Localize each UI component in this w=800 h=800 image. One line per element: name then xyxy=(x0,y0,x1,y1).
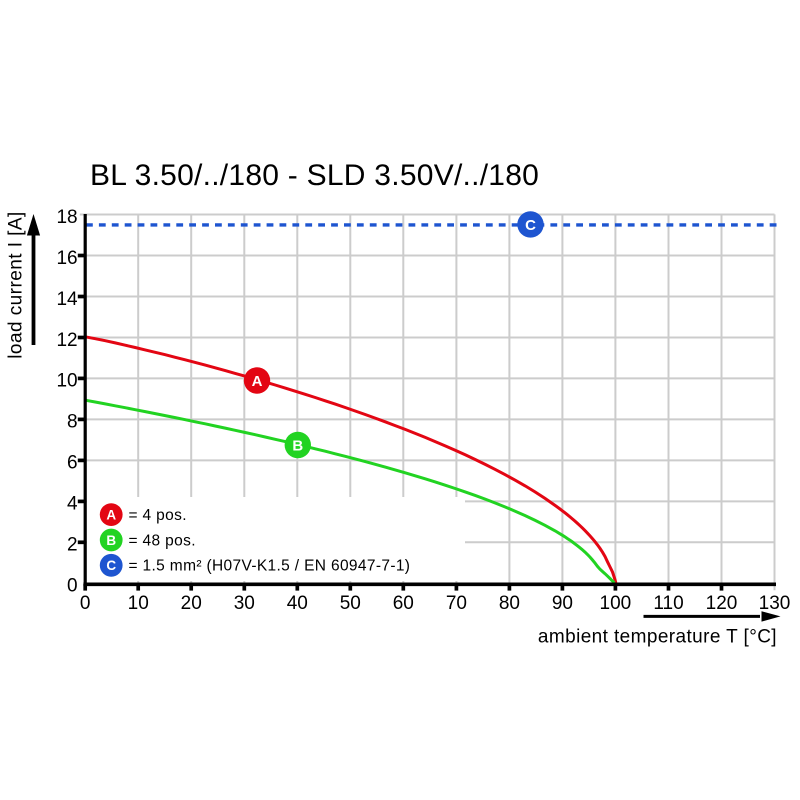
svg-text:80: 80 xyxy=(499,593,520,614)
svg-text:load current I [A]: load current I [A] xyxy=(6,211,27,359)
svg-text:12: 12 xyxy=(56,330,77,351)
svg-text:110: 110 xyxy=(653,593,683,614)
svg-text:B: B xyxy=(292,437,303,454)
svg-text:14: 14 xyxy=(56,289,78,310)
svg-text:30: 30 xyxy=(234,593,255,614)
svg-text:10: 10 xyxy=(128,593,149,614)
svg-text:B: B xyxy=(106,533,116,548)
svg-text:A: A xyxy=(252,373,263,390)
svg-text:20: 20 xyxy=(181,593,202,614)
svg-text:130: 130 xyxy=(759,593,791,614)
svg-text:120: 120 xyxy=(706,593,738,614)
svg-text:0: 0 xyxy=(67,575,78,596)
svg-text:4: 4 xyxy=(67,494,78,515)
svg-text:8: 8 xyxy=(67,412,78,433)
svg-text:2: 2 xyxy=(67,535,78,556)
svg-text:6: 6 xyxy=(67,453,78,474)
svg-text:70: 70 xyxy=(446,593,467,614)
svg-text:= 4 pos.: = 4 pos. xyxy=(129,507,187,524)
svg-text:= 48 pos.: = 48 pos. xyxy=(129,532,196,549)
svg-text:A: A xyxy=(106,507,116,522)
svg-text:16: 16 xyxy=(56,248,77,269)
svg-text:40: 40 xyxy=(287,593,308,614)
svg-text:= 1.5 mm² (H07V-K1.5 / EN 6094: = 1.5 mm² (H07V-K1.5 / EN 60947-7-1) xyxy=(129,557,411,574)
svg-text:90: 90 xyxy=(552,593,573,614)
svg-text:60: 60 xyxy=(393,593,414,614)
svg-text:10: 10 xyxy=(56,371,77,392)
svg-text:18: 18 xyxy=(56,207,77,228)
svg-text:C: C xyxy=(106,558,116,573)
svg-text:BL 3.50/../180 - SLD 3.50V/../: BL 3.50/../180 - SLD 3.50V/../180 xyxy=(90,159,539,192)
svg-text:C: C xyxy=(525,217,536,234)
svg-text:100: 100 xyxy=(600,593,632,614)
svg-text:ambient temperature T [°C]: ambient temperature T [°C] xyxy=(538,627,777,648)
svg-text:0: 0 xyxy=(80,593,91,614)
svg-text:50: 50 xyxy=(340,593,361,614)
